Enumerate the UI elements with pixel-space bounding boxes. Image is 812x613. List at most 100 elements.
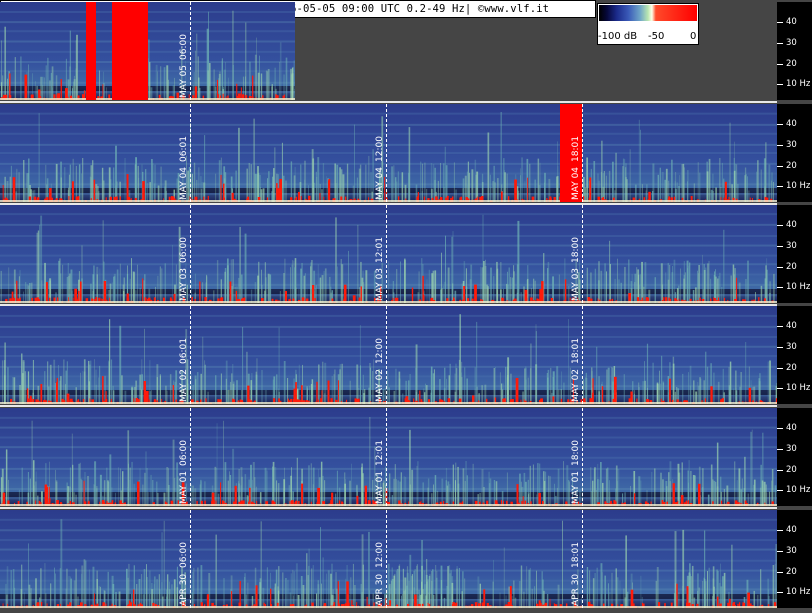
- activity-streak: [133, 483, 136, 506]
- peak-mark: [338, 380, 339, 404]
- activity-streak: [592, 578, 595, 608]
- peak-mark: [103, 281, 107, 303]
- frequency-band: [0, 234, 777, 237]
- time-marker-line: [582, 408, 583, 506]
- activity-streak: [508, 267, 510, 303]
- activity-streak: [292, 491, 294, 506]
- axis-tick-label: 40: [786, 525, 797, 535]
- peak-mark: [84, 501, 87, 506]
- activity-streak: [255, 486, 257, 506]
- activity-streak: [376, 474, 379, 506]
- activity-streak: [713, 274, 716, 303]
- peak-mark: [91, 298, 94, 303]
- activity-streak: [720, 586, 723, 608]
- axis-tick: [777, 22, 783, 23]
- activity-streak: [682, 373, 684, 404]
- peak-mark: [168, 196, 171, 202]
- activity-streak: [767, 361, 769, 404]
- peak-mark: [380, 603, 382, 608]
- activity-streak: [92, 566, 95, 608]
- activity-streak: [131, 387, 134, 404]
- date-label: APR 30: [571, 573, 581, 606]
- activity-streak: [494, 182, 496, 202]
- activity-streak: [66, 568, 68, 608]
- activity-streak: [664, 179, 667, 202]
- axis-tick: [777, 388, 783, 389]
- peak-mark: [70, 398, 73, 404]
- peak-mark: [677, 500, 679, 506]
- activity-streak: [466, 171, 468, 202]
- activity-streak: [674, 292, 677, 303]
- activity-streak: [344, 483, 346, 506]
- activity-streak: [151, 589, 154, 608]
- activity-streak: [150, 390, 152, 404]
- activity-streak: [753, 386, 756, 404]
- activity-streak: [497, 178, 499, 202]
- activity-streak: [33, 189, 36, 202]
- activity-streak: [677, 463, 680, 506]
- activity-streak: [336, 470, 338, 506]
- activity-streak: [291, 264, 294, 303]
- activity-streak: [718, 276, 720, 303]
- activity-streak: [128, 462, 129, 506]
- activity-streak: [289, 592, 292, 608]
- activity-streak: [446, 586, 449, 608]
- peak-mark: [531, 196, 535, 202]
- activity-streak: [373, 270, 376, 303]
- activity-streak: [59, 258, 61, 303]
- peak-mark: [38, 89, 41, 100]
- activity-streak: [199, 591, 201, 608]
- activity-streak: [675, 188, 677, 202]
- activity-streak: [200, 373, 202, 404]
- activity-streak: [279, 291, 281, 303]
- spectrogram-image: [0, 408, 777, 506]
- activity-streak: [462, 188, 464, 202]
- date-label: MAY 03: [375, 267, 385, 301]
- peak-mark: [698, 483, 701, 506]
- activity-streak: [224, 172, 227, 202]
- peak-mark: [53, 94, 56, 100]
- activity-streak: [654, 277, 656, 303]
- activity-streak: [131, 461, 133, 506]
- peak-mark: [262, 95, 264, 100]
- activity-streak: [75, 494, 77, 506]
- peak-mark: [45, 282, 48, 303]
- activity-streak: [740, 489, 743, 506]
- peak-mark: [38, 500, 41, 506]
- activity-streak: [139, 468, 141, 506]
- activity-streak: [611, 381, 614, 404]
- activity-streak: [47, 486, 50, 506]
- activity-streak: [416, 564, 418, 608]
- activity-streak: [464, 578, 466, 608]
- activity-streak: [583, 177, 585, 202]
- activity-streak: [55, 75, 58, 100]
- activity-streak: [157, 71, 158, 100]
- activity-streak: [226, 390, 228, 404]
- activity-streak: [315, 285, 317, 303]
- activity-streak: [495, 367, 496, 404]
- activity-streak: [186, 284, 188, 303]
- activity-streak: [244, 233, 247, 303]
- activity-streak: [609, 240, 611, 303]
- peak-mark: [57, 297, 59, 303]
- activity-streak: [293, 571, 296, 608]
- baseline: [0, 301, 777, 303]
- peak-mark: [479, 197, 482, 202]
- activity-streak: [600, 563, 603, 608]
- activity-streak: [308, 465, 310, 506]
- activity-streak: [64, 167, 66, 202]
- activity-streak: [548, 475, 550, 506]
- activity-streak: [520, 175, 521, 202]
- peak-mark: [276, 95, 279, 100]
- activity-streak: [159, 374, 161, 404]
- peak-mark: [678, 298, 680, 303]
- activity-streak: [5, 449, 8, 506]
- activity-streak: [165, 385, 167, 404]
- activity-streak: [651, 471, 653, 506]
- activity-streak: [15, 283, 16, 303]
- activity-streak: [223, 69, 226, 100]
- activity-streak: [453, 162, 455, 202]
- activity-streak: [630, 486, 631, 506]
- activity-streak: [591, 371, 593, 404]
